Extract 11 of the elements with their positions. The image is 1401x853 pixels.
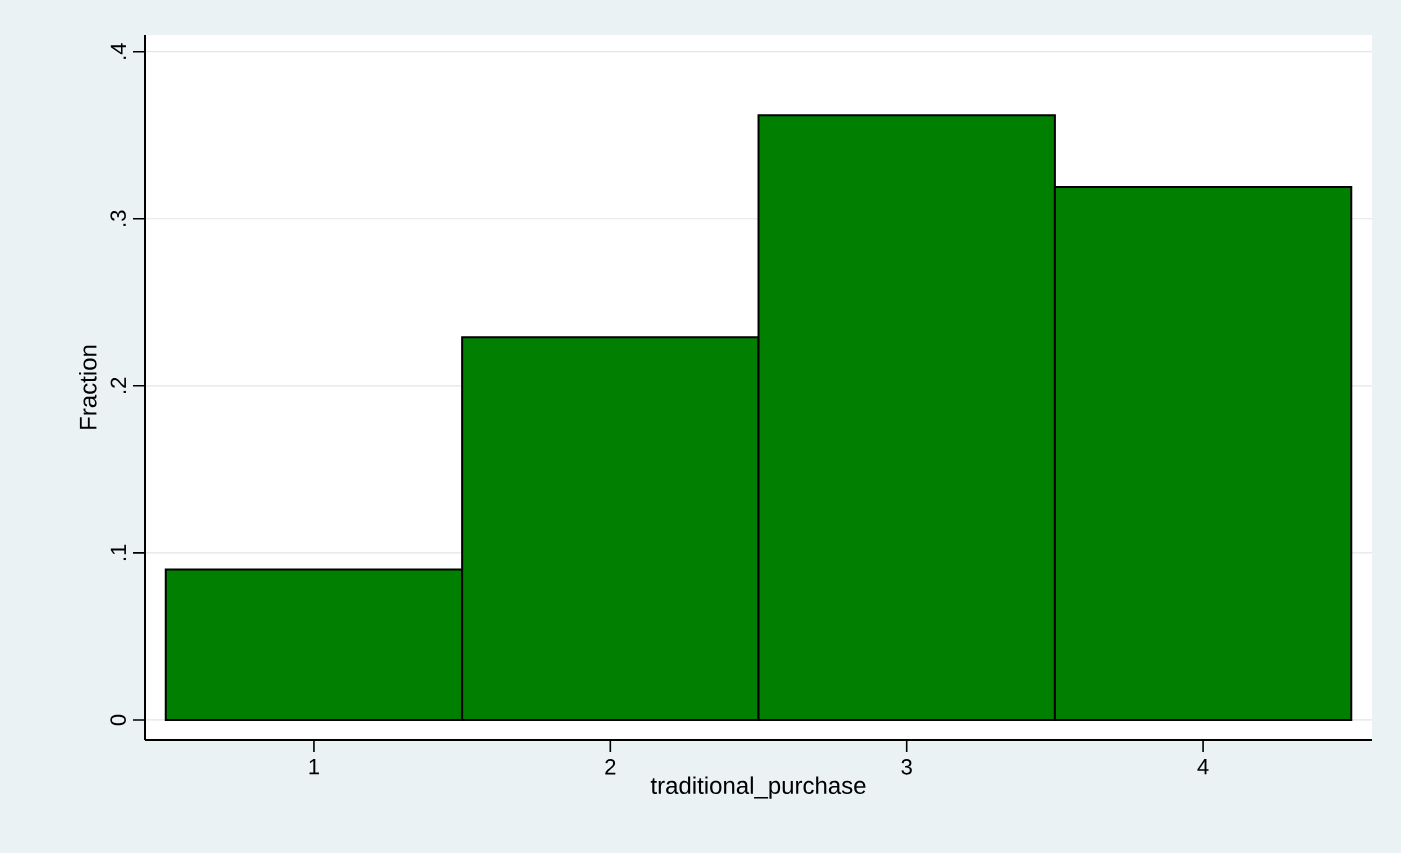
x-tick-label: 2 (605, 759, 616, 775)
y-tick-label: .3 (110, 210, 126, 226)
y-tick-label: .2 (110, 377, 126, 393)
x-tick-label: 3 (901, 759, 912, 775)
x-tick-label: 1 (309, 759, 319, 775)
y-tick-label: .4 (110, 43, 126, 59)
x-tick-label: 4 (1197, 759, 1209, 775)
y-tick-label: 0 (110, 714, 126, 726)
y-tick-label: .1 (110, 544, 126, 561)
x-axis-title: traditional_purchase (650, 776, 866, 799)
y-axis-title: Fraction (79, 345, 97, 429)
